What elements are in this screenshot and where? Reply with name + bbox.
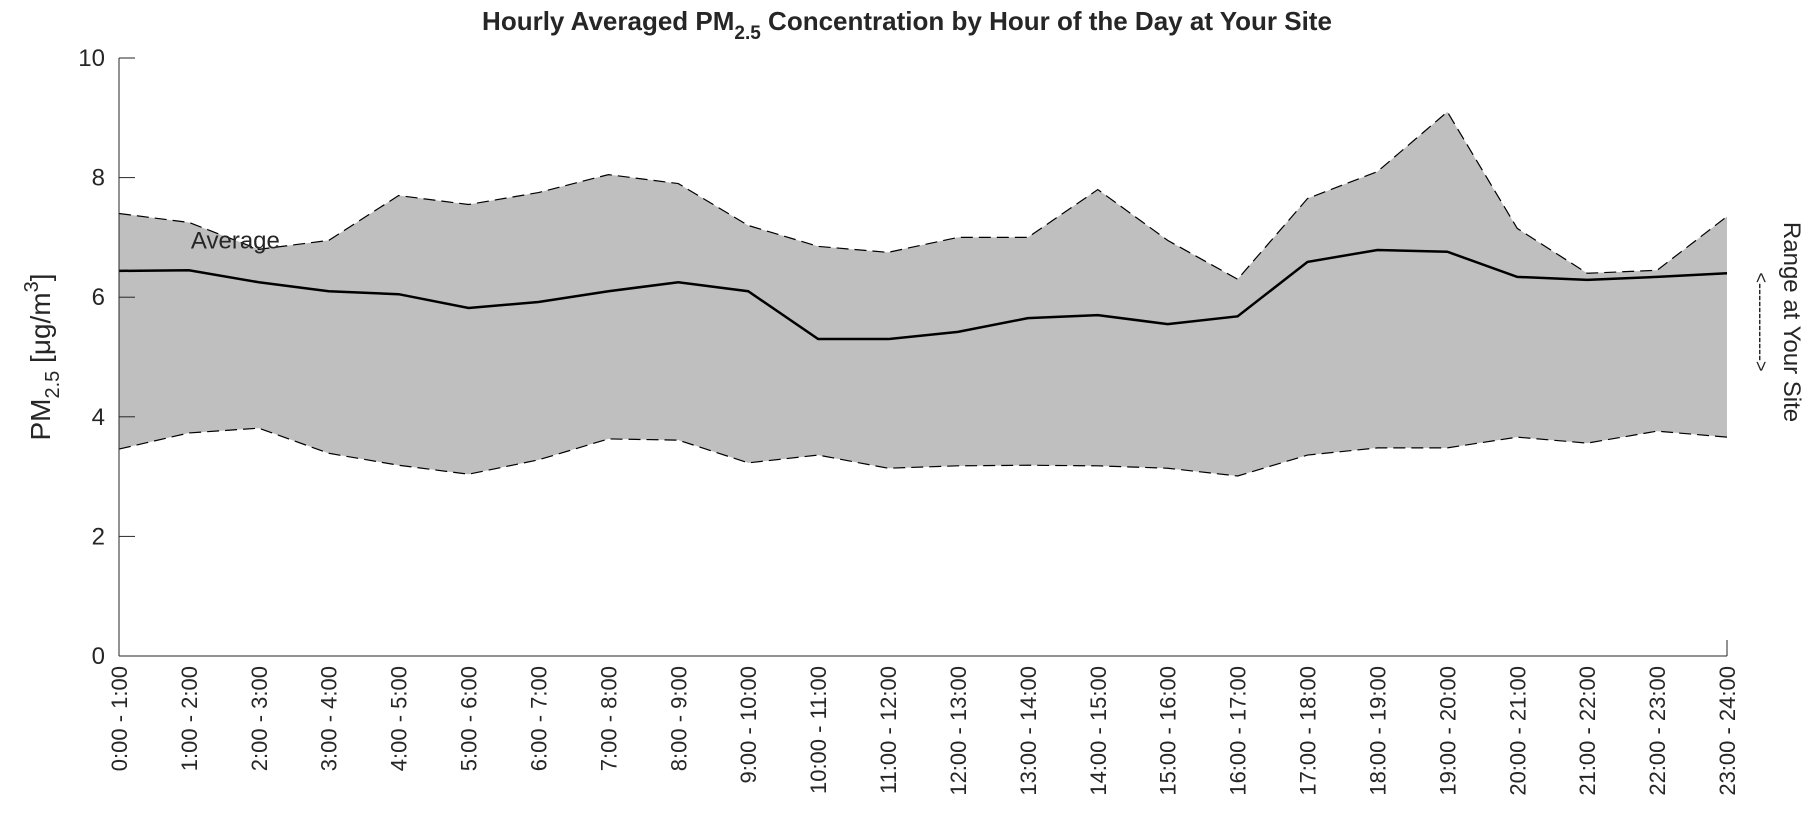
range-area xyxy=(119,111,1727,477)
y-tick-label: 4 xyxy=(92,404,105,431)
x-tick-label: 5:00 - 6:00 xyxy=(457,666,482,771)
chart-title: Hourly Averaged PM2.5 Concentration by H… xyxy=(482,6,1332,44)
title-sub: 2.5 xyxy=(734,23,761,44)
x-tick-label: 23:00 - 24:00 xyxy=(1715,666,1740,796)
x-tick-label: 14:00 - 15:00 xyxy=(1086,666,1111,796)
x-tick-label: 20:00 - 21:00 xyxy=(1505,666,1530,796)
series-label: Average xyxy=(191,227,280,254)
y-tick-label: 6 xyxy=(92,284,105,311)
x-tick-label: 18:00 - 19:00 xyxy=(1365,666,1390,796)
y-label-text: PM xyxy=(25,399,56,441)
x-tick-label: 7:00 - 8:00 xyxy=(596,666,621,771)
title-text: Hourly Averaged PM xyxy=(482,6,734,36)
x-tick-label: 11:00 - 12:00 xyxy=(876,666,901,794)
x-tick-label: 13:00 - 14:00 xyxy=(1016,666,1041,796)
x-tick-label: 0:00 - 1:00 xyxy=(107,666,132,771)
y-label-end: ] xyxy=(25,273,56,281)
y-tick-label: 8 xyxy=(92,165,105,192)
x-tick-label: 2:00 - 3:00 xyxy=(247,666,272,771)
x-tick-label: 17:00 - 18:00 xyxy=(1296,666,1321,796)
y-label-mid: [μg/m xyxy=(25,292,56,370)
y-axis-label: PM2.5 [μg/m3] xyxy=(21,273,64,440)
x-tick-label: 16:00 - 17:00 xyxy=(1226,666,1251,796)
y-tick-label: 2 xyxy=(92,523,105,550)
x-tick-label: 15:00 - 16:00 xyxy=(1156,666,1181,796)
y-tick-label: 10 xyxy=(78,45,105,72)
x-tick-label: 19:00 - 20:00 xyxy=(1435,666,1460,796)
x-tick-label: 9:00 - 10:00 xyxy=(736,666,761,783)
x-tick-label: 4:00 - 5:00 xyxy=(387,666,412,771)
range-upper-edge xyxy=(118,110,1728,281)
x-tick-label: 6:00 - 7:00 xyxy=(526,666,551,771)
x-tick-label: 10:00 - 11:00 xyxy=(806,666,831,794)
title-rest: Concentration by Hour of the Day at Your… xyxy=(761,6,1332,36)
x-tick-label: 12:00 - 13:00 xyxy=(946,666,971,796)
y-label-sup: 3 xyxy=(21,281,43,292)
range-label: Range at Your Site xyxy=(1778,222,1805,422)
range-lower-edge xyxy=(118,427,1728,477)
y-tick-label: 0 xyxy=(92,643,105,670)
x-tick-label: 21:00 - 22:00 xyxy=(1575,666,1600,796)
x-tick-label: 1:00 - 2:00 xyxy=(177,666,202,771)
x-tick-label: 3:00 - 4:00 xyxy=(317,666,342,771)
average-line xyxy=(118,248,1728,341)
x-tick-label: 22:00 - 23:00 xyxy=(1645,666,1670,796)
range-arrow: <-------------> xyxy=(1751,273,1771,372)
x-tick-label: 8:00 - 9:00 xyxy=(666,666,691,771)
y-label-sub: 2.5 xyxy=(42,371,64,399)
